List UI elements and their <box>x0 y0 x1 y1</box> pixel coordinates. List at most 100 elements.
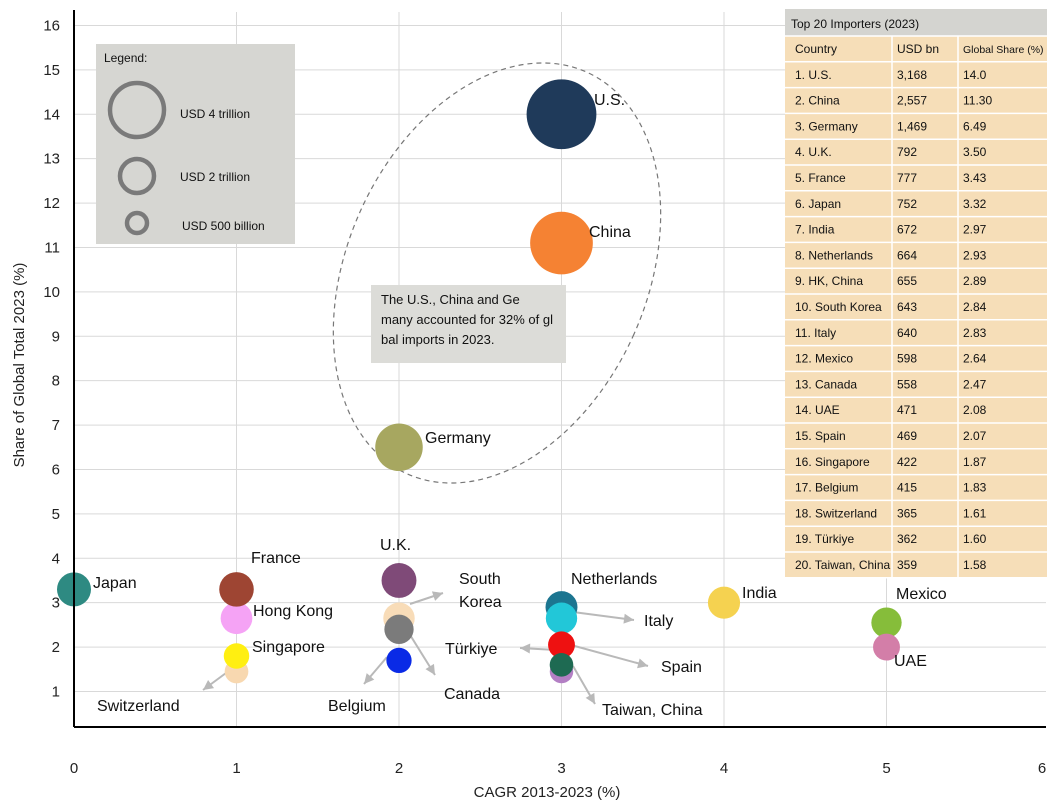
table-cell: 558 <box>897 377 917 391</box>
table-cell: 471 <box>897 403 917 417</box>
point-label: Netherlands <box>571 571 657 588</box>
table-column-header: Global Share (%) <box>963 44 1044 56</box>
y-axis-title: Share of Global Total 2023 (%) <box>11 263 28 468</box>
legend-label: USD 500 billion <box>182 219 265 233</box>
bubble-canada <box>384 614 414 644</box>
point-label: Belgium <box>328 698 386 715</box>
leader-arrows <box>202 591 649 705</box>
table-cell: 1.61 <box>963 506 987 520</box>
point-label: Taiwan, China <box>602 702 703 719</box>
point-label: Switzerland <box>97 698 180 715</box>
table-cell: 752 <box>897 197 917 211</box>
x-tick-label: 2 <box>395 760 403 777</box>
bubble-china <box>530 211 593 275</box>
point-label: China <box>589 224 631 241</box>
table-cell: 2.84 <box>963 300 987 314</box>
legend-label: USD 4 trillion <box>180 107 250 121</box>
y-tick-label: 4 <box>52 550 60 567</box>
point-label: Japan <box>93 575 137 592</box>
table-cell: 640 <box>897 326 917 340</box>
table-cell: 643 <box>897 300 917 314</box>
point-label: Canada <box>444 686 500 703</box>
point-label: Singapore <box>252 639 325 656</box>
legend-circle <box>117 156 157 196</box>
y-tick-label: 12 <box>43 195 60 212</box>
legend-background <box>96 44 295 244</box>
legend-circle <box>107 80 167 140</box>
table-cell: 1.58 <box>963 558 987 572</box>
table-cell: 415 <box>897 481 917 495</box>
leader-arrow-head <box>623 613 634 624</box>
table-cell: 2.97 <box>963 223 987 237</box>
leader-arrow-head <box>431 591 443 601</box>
y-tick-label: 2 <box>52 639 60 656</box>
bubble-u-k- <box>381 563 417 598</box>
table-cell: 8. Netherlands <box>795 248 873 262</box>
x-tick-label: 1 <box>232 760 240 777</box>
y-tick-label: 15 <box>43 62 60 79</box>
bubble-hong-kong <box>220 602 253 635</box>
bubble-germany <box>375 423 423 472</box>
legend-circle <box>124 210 150 236</box>
point-label: Germany <box>425 430 491 447</box>
table-cell: 2,557 <box>897 94 927 108</box>
table-cell: 19. Türkiye <box>795 532 854 546</box>
y-tick-label: 16 <box>43 17 60 34</box>
table-title-bar <box>785 9 1047 36</box>
bubble-italy <box>545 602 578 634</box>
leader-arrow <box>570 644 649 667</box>
y-tick-label: 8 <box>52 373 60 390</box>
bubble-mexico <box>871 607 902 638</box>
table-cell: 4. U.K. <box>795 145 832 159</box>
table-title: Top 20 Importers (2023) <box>791 17 919 31</box>
y-tick-label: 5 <box>52 506 60 523</box>
x-tick-label: 4 <box>720 760 728 777</box>
table-cell: 2. China <box>795 94 840 108</box>
table-cell: 14.0 <box>963 68 987 82</box>
table-cell: 16. Singapore <box>795 455 870 469</box>
table-cell: 9. HK, China <box>795 274 863 288</box>
leader-arrow-head <box>520 643 531 654</box>
point-label: Hong Kong <box>253 603 333 620</box>
y-tick-label: 13 <box>43 151 60 168</box>
annotation-text: The U.S., China and Ge many accounted for… <box>381 292 553 347</box>
table-cell: 20. Taiwan, China <box>795 558 891 572</box>
y-tick-label: 1 <box>52 683 60 700</box>
point-label: Mexico <box>896 586 947 603</box>
table-cell: 359 <box>897 558 917 572</box>
leader-arrow-head <box>364 673 375 684</box>
y-tick-label: 14 <box>43 106 60 123</box>
table-cell: 13. Canada <box>795 377 857 391</box>
table-cell: 422 <box>897 455 917 469</box>
leader-arrow-head <box>637 658 648 669</box>
y-tick-label: 6 <box>52 461 60 478</box>
x-axis-title: CAGR 2013-2023 (%) <box>474 784 621 801</box>
legend-title: Legend: <box>104 51 147 65</box>
table-cell: 3.50 <box>963 145 987 159</box>
table-cell: 2.47 <box>963 377 987 391</box>
table-cell: 3.43 <box>963 171 987 185</box>
point-label: India <box>742 585 777 602</box>
point-label: France <box>251 550 301 567</box>
table-cell: 598 <box>897 352 917 366</box>
table-cell: 11. Italy <box>795 326 836 340</box>
table-body <box>785 36 1047 578</box>
table-cell: 664 <box>897 248 917 262</box>
table-cell: 2.07 <box>963 429 987 443</box>
table-cell: 655 <box>897 274 917 288</box>
bubble-singapore <box>223 643 250 669</box>
table-cell: 469 <box>897 429 917 443</box>
point-label: UAE <box>894 653 927 670</box>
axes <box>73 10 1046 728</box>
table-cell: 1,469 <box>897 119 927 133</box>
table-cell: 1. U.S. <box>795 68 832 82</box>
table-cell: 1.83 <box>963 481 987 495</box>
point-label: Türkiye <box>445 641 498 658</box>
table-cell: 2.08 <box>963 403 987 417</box>
bubble-spain <box>548 631 575 659</box>
table-cell: 6.49 <box>963 119 987 133</box>
table-cell: 17. Belgium <box>795 481 858 495</box>
y-tick-label: 3 <box>52 595 60 612</box>
